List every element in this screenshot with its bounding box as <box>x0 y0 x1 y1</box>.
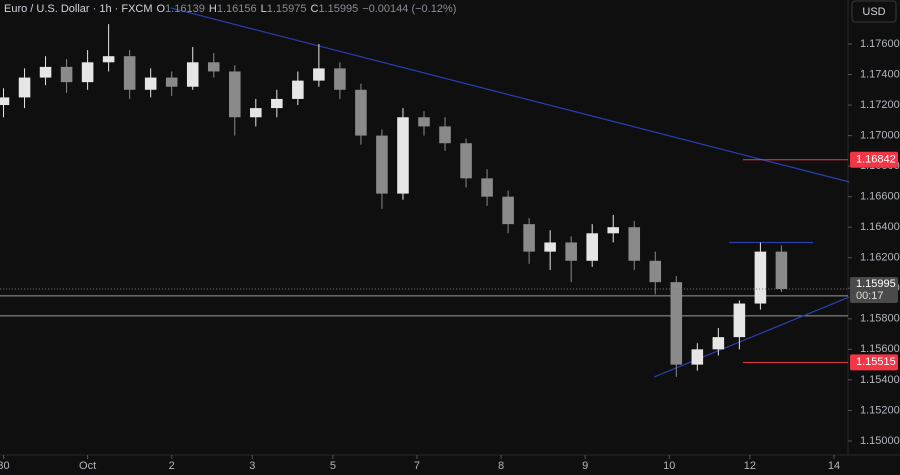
candle-body <box>607 227 620 234</box>
y-tick-label: 1.16200 <box>860 252 900 264</box>
candle-body <box>81 62 94 83</box>
ohlc-value: 1.16156 <box>216 3 257 15</box>
y-tick-label: 1.16600 <box>860 191 900 203</box>
price-tag <box>850 151 898 168</box>
trend-line <box>170 7 850 183</box>
x-tick-label: 7 <box>414 460 420 472</box>
currency-button <box>851 0 897 23</box>
candle-body <box>271 98 283 109</box>
x-tick-label: 8 <box>498 460 504 472</box>
y-tick-label: 1.15000 <box>860 435 900 447</box>
candle-body <box>228 71 241 118</box>
y-tick-label: 1.16400 <box>860 221 900 233</box>
candle-body <box>712 337 725 350</box>
ohlc-value: 1.15975 <box>266 3 307 15</box>
trend-line <box>653 296 850 378</box>
candle-body <box>250 108 262 118</box>
y-tick-label: 1.17400 <box>860 68 900 80</box>
y-tick-label: 1.15200 <box>860 404 900 416</box>
legend-header: Euro / U.S. Dollar · 1h · FXCM O1.16139 H1… <box>4 3 460 15</box>
candle-body <box>123 56 136 90</box>
y-tick-label: 1.17200 <box>860 99 900 111</box>
y-tick-label: 1.17000 <box>860 129 900 141</box>
candle-body <box>60 66 73 83</box>
candle-body <box>102 56 115 63</box>
candle-body <box>649 260 662 283</box>
candle-body <box>418 117 430 127</box>
y-tick-label: 1.15600 <box>860 343 900 355</box>
candle-body <box>544 242 556 252</box>
candle-body <box>670 282 683 365</box>
candle-body <box>355 89 367 136</box>
price-tag-label: 1.15515 <box>856 356 896 368</box>
x-tick-label: Oct <box>79 460 96 472</box>
candle-body <box>439 126 451 144</box>
candle-body <box>313 68 325 81</box>
candle-body <box>165 77 178 87</box>
ohlc-key: O <box>156 3 166 15</box>
x-tick-label: 30 <box>0 460 10 472</box>
last-price-tag <box>850 277 898 304</box>
candle-body <box>186 62 199 87</box>
ohlc-value: 1.16139 <box>165 3 205 15</box>
x-tick-label: 5 <box>330 460 336 472</box>
candle-body <box>0 97 10 106</box>
symbol: Euro / U.S. Dollar · 1h · FXCM <box>4 3 153 15</box>
ohlc-key: L <box>260 3 267 15</box>
candle-body <box>18 77 31 98</box>
candle-body <box>292 80 304 99</box>
x-tick-label: 2 <box>169 460 175 472</box>
price-tag <box>850 354 898 371</box>
candle-body <box>733 303 746 338</box>
ohlc-key: H <box>208 3 217 15</box>
candle-body <box>691 349 704 365</box>
candle-body <box>207 62 220 72</box>
candle-body <box>565 242 577 261</box>
candle-body <box>754 251 767 304</box>
currency-label: USD <box>862 6 885 18</box>
y-tick-label: 1.15400 <box>860 374 900 386</box>
x-tick-label: 10 <box>663 460 675 472</box>
candle-body <box>628 227 641 261</box>
candle-body <box>523 224 535 252</box>
candle-body <box>397 117 409 194</box>
candle-body <box>39 66 52 78</box>
candle-body <box>376 135 388 194</box>
candle-body <box>502 196 514 225</box>
change: −0.00144 (−0.12%) <box>362 3 457 15</box>
x-tick-label: 12 <box>744 460 756 472</box>
last-price-label: 1.15995 <box>856 278 896 290</box>
x-tick-label: 14 <box>828 460 840 472</box>
candle-body <box>460 143 472 179</box>
price-tag-label: 1.16842 <box>856 154 896 166</box>
y-tick-label: 1.15800 <box>860 313 900 325</box>
candle-body <box>481 178 493 197</box>
x-tick-label: 3 <box>249 460 255 472</box>
candle-body <box>586 233 598 261</box>
countdown-label: 00:17 <box>856 290 884 302</box>
y-tick-label: 1.17600 <box>860 38 900 50</box>
candle-body <box>334 68 346 90</box>
candle-body <box>775 251 788 290</box>
candle-body <box>144 77 157 90</box>
ohlc-value: 1.15995 <box>318 3 359 15</box>
x-tick-label: 9 <box>582 460 588 472</box>
ohlc-key: C <box>310 3 319 15</box>
